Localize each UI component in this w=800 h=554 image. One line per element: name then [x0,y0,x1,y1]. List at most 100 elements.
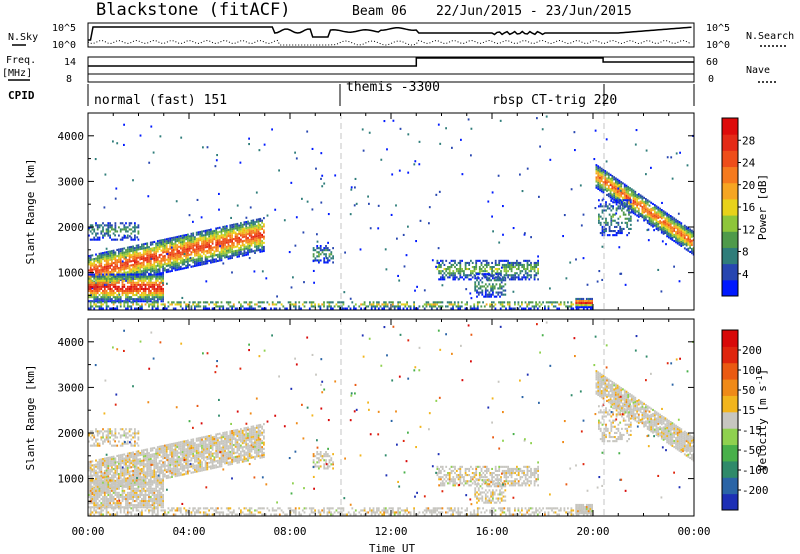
power-cell [185,254,187,257]
power-cell [134,281,136,284]
velocity-cell [153,465,156,468]
power-cell [678,239,681,242]
power-cell [195,244,198,247]
velocity-cell [137,466,140,469]
power-cell [172,244,175,247]
power-cell [650,216,653,219]
power-cell [263,237,265,240]
velocity-cell [96,473,99,476]
power-cell [671,226,674,229]
power-cell [102,256,104,259]
power-cell [229,236,232,239]
power-cell [126,246,129,249]
power-cell [494,307,497,310]
power-cell [611,181,614,184]
power-cell [245,233,248,236]
power-cell [160,279,163,282]
power-cell [100,230,103,233]
power-cell [109,275,111,278]
power-cell [123,224,126,227]
velocity-cell [162,453,164,456]
velocity-cell [135,458,138,461]
power-cell [676,240,679,243]
power-cell [194,238,196,241]
velocity-cell [123,467,126,470]
power-cell [453,301,456,304]
power-cell [229,251,232,254]
power-cell [669,229,672,232]
power-cell [499,119,502,122]
power-cell [570,307,573,310]
velocity-cell [132,455,134,458]
power-cell [383,301,385,304]
power-cell [236,233,239,236]
power-cell [196,198,199,201]
power-cell [119,258,122,261]
power-cell [676,242,679,245]
power-cell [132,255,134,258]
power-cell [155,281,157,284]
power-cell [323,303,325,306]
power-cell [613,190,615,193]
power-cell [89,292,92,295]
power-cell [206,146,209,149]
power-cell [114,273,117,276]
power-cell [199,263,202,266]
power-cell [570,305,573,308]
nsky-trace [88,26,692,41]
power-cell [240,222,242,225]
power-cell [114,267,117,270]
power-cell [107,275,110,278]
power-cell [648,218,651,221]
power-cell [675,241,677,244]
velocity-cell [164,450,166,453]
power-cell [465,288,468,291]
power-cell [639,214,642,217]
power-cell [149,268,152,271]
power-cell [682,231,684,234]
power-cell [254,251,256,254]
velocity-cell [160,470,163,473]
power-cell [227,257,230,260]
power-cell [317,303,320,306]
power-cell [494,268,497,271]
power-cell [197,237,200,240]
power-cell [580,306,583,309]
power-cell [199,261,202,264]
power-cell [102,275,104,278]
power-cell [199,233,202,236]
power-cell [89,275,92,278]
freq-tick-2: 8 [66,74,72,85]
power-cell [628,205,630,208]
power-cell [639,204,642,207]
power-cell [615,203,618,206]
power-cell [118,292,120,295]
power-cell [95,267,97,270]
power-cell [96,224,99,227]
power-cell [629,215,632,218]
velocity-cell [135,450,138,453]
power-cell [501,263,504,266]
velocity-cell [162,455,164,458]
power-cell [176,264,179,267]
power-cell [598,213,600,216]
velocity-cell [132,459,134,462]
power-cell [461,268,463,271]
power-cell [187,252,189,255]
power-cell [606,189,608,192]
power-cell [107,254,110,257]
power-cell [491,268,493,271]
power-cell [96,269,99,272]
power-cell [144,285,147,288]
power-cell [303,305,306,308]
velocity-cell [148,470,150,473]
power-cell [169,255,172,258]
power-cell [204,238,207,241]
power-cell [130,245,133,248]
power-cell [367,305,370,308]
power-cell [236,253,239,256]
velocity-cell [111,466,113,469]
power-cell [240,228,242,231]
power-cell [612,234,614,237]
power-cell [181,249,184,252]
